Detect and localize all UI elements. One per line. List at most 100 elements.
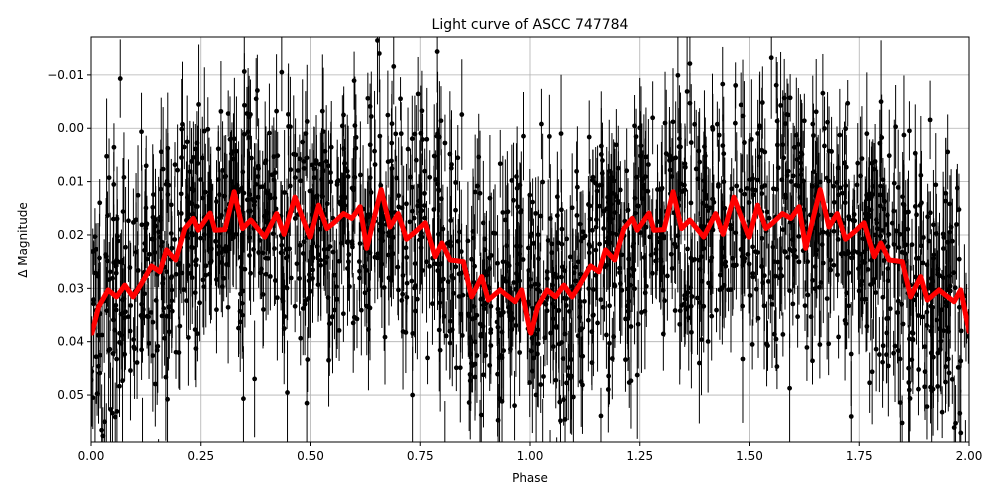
- data-point: [617, 265, 622, 271]
- data-point: [112, 414, 118, 420]
- data-point: [514, 271, 519, 276]
- data-point: [257, 270, 263, 276]
- data-point: [233, 231, 239, 237]
- data-point: [155, 343, 161, 349]
- data-point: [869, 160, 875, 166]
- data-point: [943, 379, 948, 385]
- data-point: [367, 104, 373, 109]
- data-point: [200, 277, 206, 283]
- data-point: [810, 358, 815, 364]
- data-point: [203, 272, 209, 278]
- data-point: [550, 316, 556, 322]
- data-point: [536, 256, 541, 262]
- data-point: [566, 365, 572, 370]
- data-point: [241, 131, 247, 137]
- data-point: [708, 258, 714, 264]
- y-tick-label: 0.03: [57, 281, 84, 295]
- data-point: [590, 227, 595, 233]
- data-point: [191, 187, 197, 193]
- data-point: [859, 278, 865, 284]
- data-point: [305, 357, 311, 362]
- data-point: [336, 258, 342, 264]
- data-point: [597, 241, 602, 247]
- data-point: [553, 324, 559, 330]
- data-point: [825, 119, 830, 125]
- data-point: [899, 420, 905, 426]
- data-point: [645, 162, 651, 167]
- data-point: [937, 347, 943, 352]
- data-point: [195, 331, 200, 337]
- data-point: [868, 282, 874, 287]
- data-point: [653, 250, 659, 256]
- data-point: [616, 200, 621, 206]
- data-point: [518, 208, 524, 214]
- data-point: [241, 396, 246, 402]
- data-point: [351, 78, 357, 84]
- data-point: [238, 254, 243, 260]
- data-point: [311, 166, 317, 172]
- data-point: [166, 304, 171, 310]
- data-point: [135, 192, 141, 198]
- data-point: [438, 118, 444, 124]
- data-point: [455, 155, 461, 161]
- data-point: [261, 226, 267, 232]
- data-point: [587, 203, 593, 209]
- data-point: [924, 309, 930, 315]
- data-point: [246, 208, 251, 214]
- data-point: [887, 306, 893, 312]
- data-point: [707, 284, 713, 290]
- y-axis: −0.01 0.00 0.01 0.02 0.03 0.04 0.05: [47, 68, 91, 402]
- data-point: [265, 256, 271, 261]
- data-point: [375, 255, 381, 261]
- data-point: [509, 178, 515, 183]
- data-point: [476, 154, 482, 160]
- data-point: [865, 267, 871, 272]
- data-point: [585, 317, 591, 323]
- data-point: [864, 131, 870, 137]
- data-point: [230, 231, 236, 237]
- data-point: [442, 140, 448, 146]
- model-line: [91, 187, 969, 336]
- data-point: [297, 276, 302, 281]
- data-point: [929, 324, 935, 329]
- data-point: [279, 69, 285, 75]
- data-point: [122, 351, 128, 357]
- data-point: [799, 151, 805, 157]
- data-point: [403, 330, 409, 335]
- data-point: [606, 205, 612, 211]
- data-point: [284, 285, 290, 291]
- data-point: [759, 100, 765, 105]
- data-point: [139, 222, 145, 228]
- data-point: [225, 304, 231, 310]
- data-point: [357, 268, 362, 274]
- data-point: [512, 403, 517, 409]
- data-point: [206, 193, 212, 199]
- data-point: [398, 96, 403, 102]
- data-point: [358, 307, 364, 313]
- data-point: [223, 244, 229, 249]
- data-point: [274, 295, 280, 301]
- data-point: [535, 341, 541, 347]
- data-point: [91, 297, 97, 302]
- data-point: [784, 112, 790, 117]
- data-point: [128, 368, 133, 373]
- data-point: [412, 131, 418, 137]
- data-point: [346, 259, 351, 265]
- data-point: [322, 260, 328, 265]
- data-point: [791, 144, 797, 150]
- data-point: [750, 244, 756, 250]
- data-point: [696, 360, 702, 366]
- data-point: [207, 198, 212, 203]
- data-point: [721, 179, 727, 185]
- data-point: [738, 102, 744, 108]
- data-point: [293, 152, 298, 158]
- data-point: [819, 242, 825, 248]
- data-point: [873, 346, 879, 352]
- data-point: [395, 264, 401, 270]
- data-point: [140, 307, 146, 312]
- data-point: [114, 216, 120, 222]
- data-point: [435, 181, 440, 187]
- data-point: [634, 372, 640, 378]
- data-point: [457, 365, 463, 371]
- data-point: [600, 158, 605, 163]
